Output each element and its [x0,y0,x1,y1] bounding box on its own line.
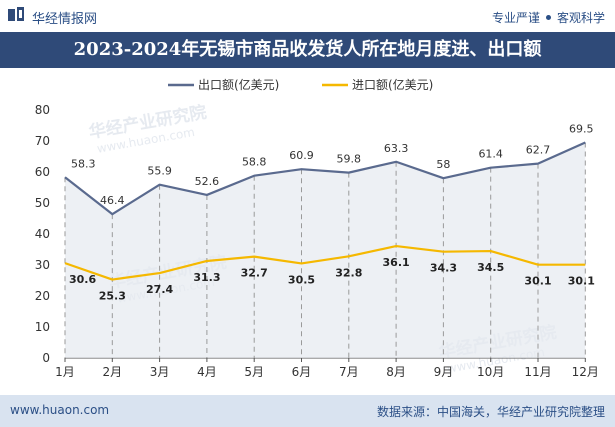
legend: 出口额(亿美元) 进口额(亿美元) [168,77,433,92]
export-data-label: 69.5 [569,123,594,136]
y-axis: 0 10 20 30 40 50 60 70 80 [35,103,50,365]
slogan-left: 专业严谨 [491,11,540,25]
export-data-label: 58 [436,158,450,171]
x-tick-label: 7月 [339,365,359,379]
data-labels: 58.3 46.4 55.9 52.6 58.8 60.9 59.8 63.3 58 61.4 62… [69,123,595,303]
export-data-label: 59.8 [337,153,362,166]
top-bar: 华经情报网 专业严谨 客观科学 [0,0,615,32]
x-tick-label: 6月 [292,365,312,379]
import-data-label: 36.1 [383,256,410,269]
import-data-label: 30.6 [69,273,96,286]
x-tick-label: 2月 [102,365,122,379]
export-data-label: 62.7 [526,144,551,157]
bullet-icon [545,15,551,20]
import-data-label: 32.7 [241,267,268,280]
slogan-right: 客观科学 [556,11,605,25]
export-line [64,141,586,216]
export-area-fill [65,142,586,358]
export-data-label: 61.4 [478,148,503,161]
y-tick-label: 10 [35,320,50,334]
brand[interactable]: 华经情报网 [8,7,97,27]
x-tick-label: 4月 [197,365,217,379]
x-tick-label: 8月 [386,365,406,379]
logo-icon [8,7,26,27]
import-data-label: 34.3 [430,262,457,275]
x-tick-label: 1月 [55,365,75,379]
footer-source: 数据来源：中国海关，华经产业研究院整理 [376,405,605,419]
y-tick-label: 80 [35,103,50,117]
y-tick-label: 40 [35,227,50,241]
y-tick-label: 30 [35,258,50,272]
import-data-label: 31.3 [193,271,220,284]
import-data-label: 25.3 [99,290,126,303]
brand-name: 华经情报网 [32,11,98,27]
y-tick-label: 50 [35,196,50,210]
export-data-label: 46.4 [100,194,125,207]
footer-website-link[interactable]: www.huaon.com [10,403,110,417]
export-data-label: 63.3 [384,142,409,155]
export-data-label: 58.3 [71,157,96,170]
y-tick-label: 70 [35,134,50,148]
export-data-label: 58.8 [242,156,267,169]
y-tick-label: 0 [42,351,50,365]
import-data-label: 30.1 [568,275,595,288]
import-data-label: 30.1 [524,275,551,288]
line-chart: 华经产业研究院www.huaon.com华经产业研究院www.huaon.com… [35,77,599,379]
import-data-label: 34.5 [477,261,504,274]
legend-label-export: 出口额(亿美元) [198,77,279,92]
y-tick-label: 60 [35,165,50,179]
x-tick-label: 9月 [434,365,454,379]
slogan: 专业严谨 客观科学 [492,9,605,26]
x-tick-label: 10月 [477,365,504,379]
import-data-label: 27.4 [146,283,173,296]
x-tick-label: 3月 [150,365,170,379]
export-area [65,142,586,358]
x-tick-label: 11月 [524,365,551,379]
export-data-label: 60.9 [289,149,314,162]
y-tick-label: 20 [35,289,50,303]
export-data-label: 55.9 [147,165,172,178]
x-tick-label: 12月 [572,365,599,379]
series-lines [64,141,586,281]
export-data-label: 52.6 [195,175,220,188]
chart-title: 2023-2024年无锡市商品收发货人所在地月度进、出口额 [0,32,615,68]
drop-lines [64,142,586,358]
import-data-label: 30.5 [288,273,315,286]
import-data-label: 32.8 [335,266,362,279]
footer: www.huaon.com 数据来源：中国海关，华经产业研究院整理 [0,395,615,427]
legend-label-import: 进口额(亿美元) [352,77,433,92]
x-tick-label: 5月 [244,365,264,379]
import-line [64,244,586,281]
x-axis: 1月 2月 3月 4月 5月 6月 7月 8月 9月 10月 11月 12月 [55,357,599,379]
